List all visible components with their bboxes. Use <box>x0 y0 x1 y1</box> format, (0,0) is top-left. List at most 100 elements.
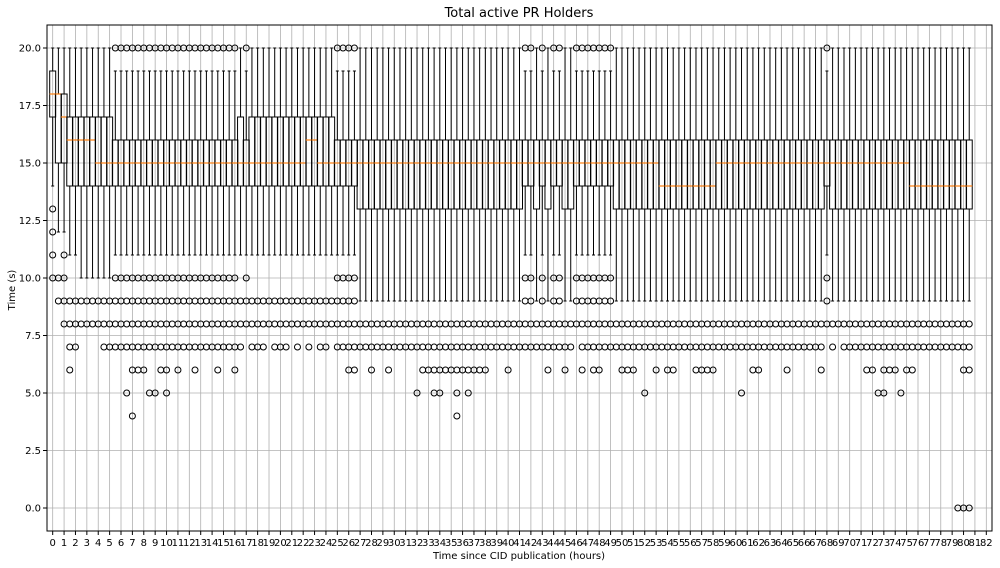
outlier-point <box>157 320 165 328</box>
box-iqr <box>908 139 916 210</box>
outlier-point <box>897 320 905 328</box>
outlier-point <box>669 343 677 351</box>
y-tick-label: 10.0 <box>19 274 41 285</box>
y-tick-label: 17.5 <box>19 101 41 112</box>
box-iqr <box>362 139 370 210</box>
box-plot-group <box>413 47 421 397</box>
box-plot-group <box>316 47 324 351</box>
box-plot-group <box>772 47 780 351</box>
outlier-point <box>123 389 131 397</box>
outlier-point <box>180 343 188 351</box>
outlier-point <box>430 366 438 374</box>
outlier-point <box>49 228 57 236</box>
outlier-point <box>942 320 950 328</box>
outlier-point <box>168 297 176 305</box>
outlier-point <box>134 320 142 328</box>
box-plot-group <box>157 44 165 374</box>
box-plot-group <box>863 47 871 374</box>
outlier-point <box>362 320 370 328</box>
outlier-point <box>669 366 677 374</box>
x-tick-label: 7 <box>129 538 135 549</box>
x-tick-label: 42 <box>525 538 538 549</box>
outlier-point <box>806 320 814 328</box>
box-plot-group <box>584 44 592 351</box>
outlier-point <box>521 320 529 328</box>
box-plot-group <box>624 47 632 374</box>
outlier-point <box>567 343 575 351</box>
outlier-point <box>242 274 250 282</box>
outlier-point <box>316 343 324 351</box>
box-plot-group <box>669 47 677 374</box>
x-tick-label: 15 <box>217 538 230 549</box>
outlier-point <box>635 320 643 328</box>
box-plot-group <box>703 47 711 374</box>
box-iqr <box>726 139 734 210</box>
outlier-point <box>248 343 256 351</box>
x-tick-label: 27 <box>354 538 367 549</box>
outlier-point <box>248 297 256 305</box>
outlier-point <box>749 343 757 351</box>
outlier-point <box>760 343 768 351</box>
x-tick-label: 17 <box>240 538 253 549</box>
outlier-point <box>823 297 831 305</box>
outlier-point <box>538 274 546 282</box>
outlier-point <box>692 320 700 328</box>
box-plot-group <box>134 44 142 374</box>
outlier-point <box>851 343 859 351</box>
outlier-point <box>920 320 928 328</box>
outlier-point <box>590 297 598 305</box>
box-plot-group <box>601 44 609 351</box>
box-plot-group <box>180 44 188 351</box>
box-iqr <box>407 139 415 210</box>
box-iqr <box>544 139 552 210</box>
outlier-point <box>225 343 233 351</box>
outlier-point <box>476 366 484 374</box>
x-tick-label: 32 <box>411 538 424 549</box>
outlier-point <box>231 44 239 52</box>
x-tick-label: 49 <box>604 538 617 549</box>
outlier-point <box>709 366 717 374</box>
x-tick-label: 67 <box>809 538 822 549</box>
box-iqr <box>931 139 939 210</box>
outlier-point <box>145 320 153 328</box>
outlier-point <box>920 343 928 351</box>
box-plot-group <box>117 44 125 351</box>
box-plot-group <box>698 47 706 374</box>
outlier-point <box>453 343 461 351</box>
outlier-point <box>817 366 825 374</box>
box-plot-group <box>851 47 859 351</box>
box-iqr <box>624 139 632 210</box>
outlier-point <box>419 343 427 351</box>
chart-title: Total active PR Holders <box>444 6 594 21</box>
box-plot-group <box>219 44 227 351</box>
x-tick-label: 26 <box>342 538 355 549</box>
outlier-point <box>561 366 569 374</box>
outlier-point <box>555 343 563 351</box>
outlier-point <box>504 366 512 374</box>
outlier-point <box>259 320 267 328</box>
outlier-point <box>544 320 552 328</box>
outlier-point <box>487 343 495 351</box>
outlier-point <box>886 343 894 351</box>
outlier-point <box>612 343 620 351</box>
outlier-point <box>305 343 313 351</box>
outlier-point <box>476 320 484 328</box>
x-tick-label: 59 <box>718 538 731 549</box>
outlier-point <box>726 343 734 351</box>
x-tick-label: 58 <box>707 538 720 549</box>
box-iqr <box>316 116 324 187</box>
outlier-point <box>783 366 791 374</box>
outlier-point <box>954 320 962 328</box>
box-iqr <box>66 116 74 187</box>
outlier-point <box>635 343 643 351</box>
x-tick-label: 65 <box>786 538 799 549</box>
outlier-point <box>89 320 97 328</box>
outlier-point <box>145 343 153 351</box>
box-iqr <box>77 116 85 187</box>
x-tick-label: 35 <box>445 538 458 549</box>
outlier-point <box>590 343 598 351</box>
outlier-point <box>527 274 535 282</box>
outlier-point <box>111 320 119 328</box>
outlier-point <box>863 343 871 351</box>
outlier-point <box>521 343 529 351</box>
